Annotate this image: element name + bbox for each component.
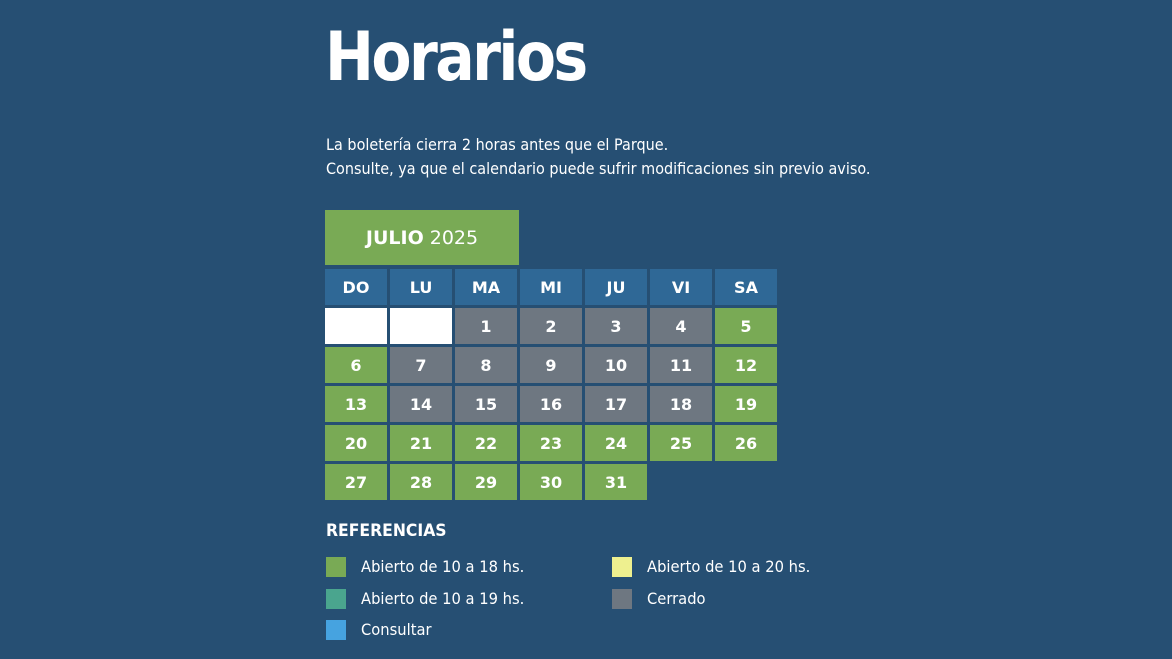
day-cell: 14 <box>390 386 452 422</box>
intro-text: La boletería cierra 2 horas antes que el… <box>326 133 870 181</box>
weekday-header: LU <box>390 269 452 305</box>
reference-open-10-19: Abierto de 10 a 19 hs. <box>326 588 539 610</box>
day-cell: 22 <box>455 425 517 461</box>
day-cell: 12 <box>715 347 777 383</box>
intro-line-2: Consulte, ya que el calendario puede suf… <box>326 159 871 178</box>
reference-label: Abierto de 10 a 20 hs. <box>647 557 811 576</box>
references-title: REFERENCIAS <box>326 521 447 541</box>
swatch-consult <box>326 620 346 640</box>
day-cell: 21 <box>390 425 452 461</box>
empty-day-cell <box>390 308 452 344</box>
day-cell: 15 <box>455 386 517 422</box>
day-cell: 8 <box>455 347 517 383</box>
weekday-header: JU <box>585 269 647 305</box>
day-cell: 7 <box>390 347 452 383</box>
reference-label: Abierto de 10 a 18 hs. <box>361 557 525 576</box>
reference-label: Cerrado <box>647 589 706 608</box>
reference-consult: Consultar <box>326 619 438 641</box>
day-cell: 27 <box>325 464 387 500</box>
day-cell: 4 <box>650 308 712 344</box>
weekday-header: VI <box>650 269 712 305</box>
reference-label: Abierto de 10 a 19 hs. <box>361 589 525 608</box>
day-cell: 5 <box>715 308 777 344</box>
swatch-open-10-18 <box>326 557 346 577</box>
day-cell: 17 <box>585 386 647 422</box>
day-cell: 28 <box>390 464 452 500</box>
day-cell: 24 <box>585 425 647 461</box>
day-cell: 3 <box>585 308 647 344</box>
weekday-header: SA <box>715 269 777 305</box>
day-cell: 30 <box>520 464 582 500</box>
day-cell: 10 <box>585 347 647 383</box>
weekday-header: DO <box>325 269 387 305</box>
intro-line-1: La boletería cierra 2 horas antes que el… <box>326 135 669 154</box>
day-cell: 18 <box>650 386 712 422</box>
day-cell: 1 <box>455 308 517 344</box>
day-cell: 6 <box>325 347 387 383</box>
day-cell: 20 <box>325 425 387 461</box>
day-cell: 25 <box>650 425 712 461</box>
day-cell: 9 <box>520 347 582 383</box>
day-cell: 29 <box>455 464 517 500</box>
day-cell: 16 <box>520 386 582 422</box>
swatch-closed <box>612 589 632 609</box>
month-year: 2025 <box>429 226 479 249</box>
weekday-header: MI <box>520 269 582 305</box>
reference-label: Consultar <box>361 620 432 639</box>
swatch-open-10-20 <box>612 557 632 577</box>
day-cell: 26 <box>715 425 777 461</box>
month-banner: JULIO 2025 <box>325 210 519 265</box>
page-title: Horarios <box>325 18 588 97</box>
month-name: JULIO <box>365 226 424 249</box>
day-cell: 23 <box>520 425 582 461</box>
swatch-open-10-19 <box>326 589 346 609</box>
day-cell: 2 <box>520 308 582 344</box>
reference-open-10-20: Abierto de 10 a 20 hs. <box>612 556 825 578</box>
reference-closed: Cerrado <box>612 588 711 610</box>
day-cell: 11 <box>650 347 712 383</box>
empty-day-cell <box>325 308 387 344</box>
day-cell: 19 <box>715 386 777 422</box>
day-cell: 31 <box>585 464 647 500</box>
reference-open-10-18: Abierto de 10 a 18 hs. <box>326 556 539 578</box>
day-cell: 13 <box>325 386 387 422</box>
weekday-header: MA <box>455 269 517 305</box>
